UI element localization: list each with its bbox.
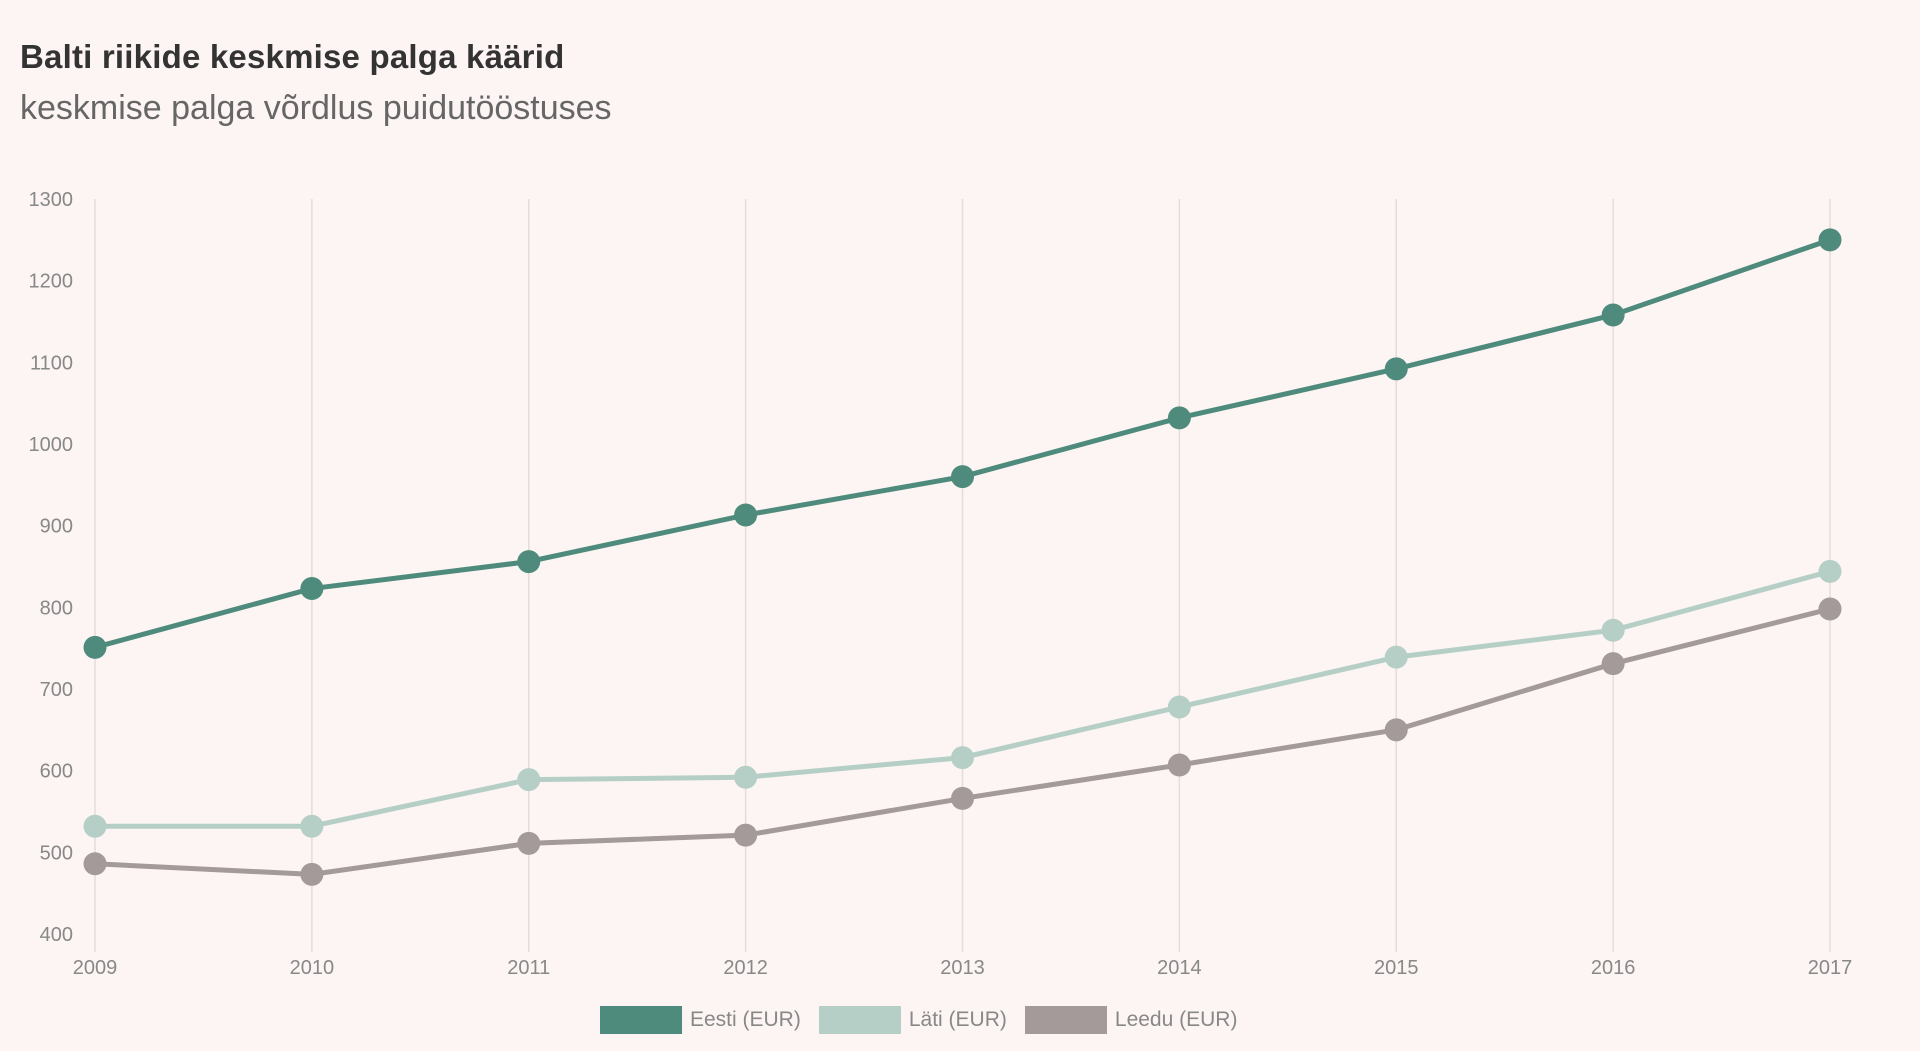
data-point-marker[interactable] (951, 746, 974, 770)
data-point-marker[interactable] (1818, 597, 1842, 621)
data-point-marker[interactable] (1818, 559, 1842, 583)
chart-subtitle: keskmise palga võrdlus puidutööstuses (20, 89, 612, 127)
data-point-marker[interactable] (517, 831, 541, 855)
data-point-marker[interactable] (517, 550, 541, 574)
data-point-marker[interactable] (734, 503, 758, 527)
y-tick-label: 400 (40, 924, 73, 946)
legend-label: Eesti (EUR) (690, 1008, 801, 1031)
data-point-marker[interactable] (1167, 753, 1191, 777)
y-tick-label: 1100 (30, 352, 73, 374)
data-point-marker[interactable] (1601, 618, 1625, 642)
data-point-marker[interactable] (1601, 652, 1625, 676)
data-point-marker[interactable] (1167, 695, 1191, 719)
x-tick-label: 2009 (73, 957, 118, 979)
data-point-marker[interactable] (300, 577, 324, 601)
y-axis-labels: 400 500 600 700 800 900 1000 1100 1200 1300 (29, 189, 74, 946)
gridlines (94, 199, 1831, 952)
legend-item-eesti[interactable]: Eesti (EUR) (600, 1006, 801, 1034)
data-point-marker[interactable] (734, 823, 758, 847)
data-point-marker[interactable] (83, 814, 107, 838)
data-point-marker[interactable] (1167, 406, 1191, 430)
legend-label: Leedu (EUR) (1114, 1008, 1238, 1031)
legend-swatch-leedu (1024, 1006, 1107, 1034)
data-point-marker[interactable] (83, 635, 107, 659)
y-tick-label: 1300 (29, 189, 74, 211)
data-point-marker[interactable] (951, 465, 974, 489)
legend-label: Läti (EUR) (908, 1008, 1007, 1031)
y-tick-label: 1000 (29, 434, 74, 456)
data-point-marker[interactable] (1384, 718, 1408, 742)
y-tick-label: 500 (40, 842, 73, 864)
x-tick-label: 2013 (940, 957, 985, 979)
data-point-marker[interactable] (517, 768, 541, 792)
x-tick-label: 2012 (723, 957, 768, 979)
legend-swatch-eesti (600, 1006, 682, 1034)
x-tick-label: 2015 (1374, 957, 1419, 979)
data-point-marker[interactable] (1384, 645, 1408, 669)
data-point-marker[interactable] (1384, 357, 1408, 381)
x-tick-label: 2017 (1808, 957, 1853, 979)
data-point-marker[interactable] (1601, 303, 1625, 327)
data-point-marker[interactable] (300, 862, 324, 886)
data-point-marker[interactable] (83, 852, 107, 876)
x-tick-label: 2014 (1157, 957, 1202, 979)
data-point-marker[interactable] (951, 786, 974, 810)
y-tick-label: 600 (40, 761, 73, 783)
x-tick-label: 2010 (290, 957, 335, 979)
chart-title: Balti riikide keskmise palga käärid (20, 38, 565, 75)
data-point-marker[interactable] (300, 814, 324, 838)
legend: Eesti (EUR) Läti (EUR) Leedu (EUR) (600, 1006, 1255, 1034)
y-tick-label: 800 (40, 597, 73, 619)
x-axis-labels: 2009 2010 2011 2012 2013 2014 2015 2016 2017 (73, 957, 1853, 979)
y-tick-label: 900 (40, 516, 73, 538)
legend-swatch-lati (818, 1006, 901, 1034)
legend-item-leedu[interactable]: Leedu (EUR) (1024, 1006, 1238, 1034)
data-point-marker[interactable] (1818, 228, 1842, 252)
y-tick-label: 1200 (29, 271, 74, 293)
data-point-marker[interactable] (734, 765, 758, 789)
x-tick-label: 2011 (507, 957, 550, 979)
legend-item-lati[interactable]: Läti (EUR) (818, 1006, 1007, 1034)
y-tick-label: 700 (40, 679, 73, 701)
series-lines (83, 228, 1842, 886)
x-tick-label: 2016 (1591, 957, 1636, 979)
